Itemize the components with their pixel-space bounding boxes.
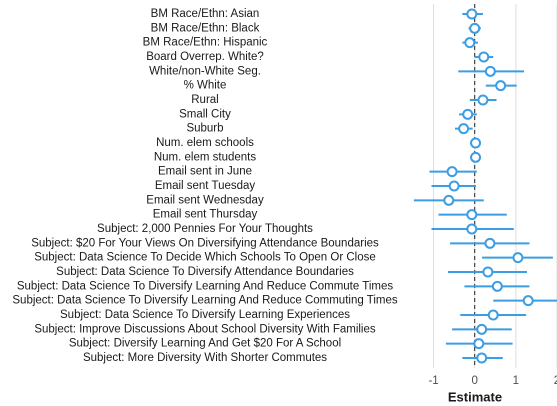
y-tick-label: Rural — [191, 94, 218, 106]
estimate-point — [477, 94, 489, 106]
estimate-point — [458, 123, 470, 135]
estimate-point — [470, 151, 482, 163]
estimate-point — [487, 309, 499, 321]
y-tick-label: BM Race/Ethn: Asian — [151, 8, 260, 20]
estimate-point — [478, 51, 490, 63]
x-tick-label: 2 — [554, 375, 557, 387]
x-axis-title: Estimate — [448, 389, 502, 404]
y-tick-label: White/non-White Seg. — [149, 65, 261, 77]
estimate-point — [466, 8, 478, 20]
estimate-point — [484, 237, 496, 249]
y-tick-label: Email sent Thursday — [153, 209, 258, 221]
estimate-point — [476, 352, 488, 364]
y-tick-label: Email sent Tuesday — [155, 180, 256, 192]
estimate-point — [482, 266, 494, 278]
estimate-point — [446, 166, 458, 178]
estimate-point — [466, 209, 478, 221]
y-tick-label: Email sent Wednesday — [146, 194, 264, 206]
y-tick-label: Board Overrep. White? — [146, 51, 264, 63]
estimate-point — [464, 37, 476, 49]
y-tick-label: BM Race/Ethn: Hispanic — [143, 37, 268, 49]
estimate-point — [470, 137, 482, 149]
x-tick-label: -1 — [428, 375, 438, 387]
estimate-point — [495, 80, 507, 92]
y-tick-label: Subject: 2,000 Pennies For Your Thoughts — [97, 223, 313, 235]
estimate-point — [491, 280, 503, 292]
y-tick-label: Small City — [179, 108, 231, 120]
y-tick-label: Subject: Data Science To Decide Which Sc… — [34, 252, 376, 264]
y-tick-label: Subject: Data Science To Diversify Learn… — [17, 280, 394, 292]
y-tick-label: BM Race/Ethn: Black — [151, 22, 260, 34]
estimate-point — [462, 108, 474, 120]
y-tick-label: Subject: Data Science To Diversify Learn… — [60, 309, 350, 321]
y-tick-label: Num. elem students — [154, 151, 257, 163]
y-tick-label: Subject: Data Science To Diversify Learn… — [12, 295, 397, 307]
estimate-point — [484, 65, 496, 77]
estimate-point — [443, 194, 455, 206]
x-tick-label: 1 — [513, 375, 519, 387]
estimate-point — [522, 295, 534, 307]
y-tick-label: Suburb — [186, 123, 223, 135]
estimate-point — [469, 22, 481, 34]
y-tick-label: % White — [184, 80, 227, 92]
estimate-point — [512, 252, 524, 264]
y-tick-label: Subject: Diversify Learning And Get $20 … — [69, 338, 341, 350]
x-tick-label: 0 — [472, 375, 478, 387]
estimate-point — [448, 180, 460, 192]
y-tick-label: Subject: Improve Discussions About Schoo… — [34, 323, 376, 335]
y-tick-label: Subject: Data Science To Diversify Atten… — [56, 266, 354, 278]
y-tick-label: Email sent in June — [158, 166, 252, 178]
x-axis: -1 0 1 2 — [428, 375, 557, 387]
estimate-point — [473, 338, 485, 350]
estimate-point — [476, 323, 488, 335]
y-tick-label: Num. elem schools — [156, 137, 254, 149]
y-tick-label: Subject: $20 For Your Views On Diversify… — [31, 237, 379, 249]
estimate-point — [466, 223, 478, 235]
y-tick-label: Subject: More Diversity With Shorter Com… — [83, 352, 327, 364]
